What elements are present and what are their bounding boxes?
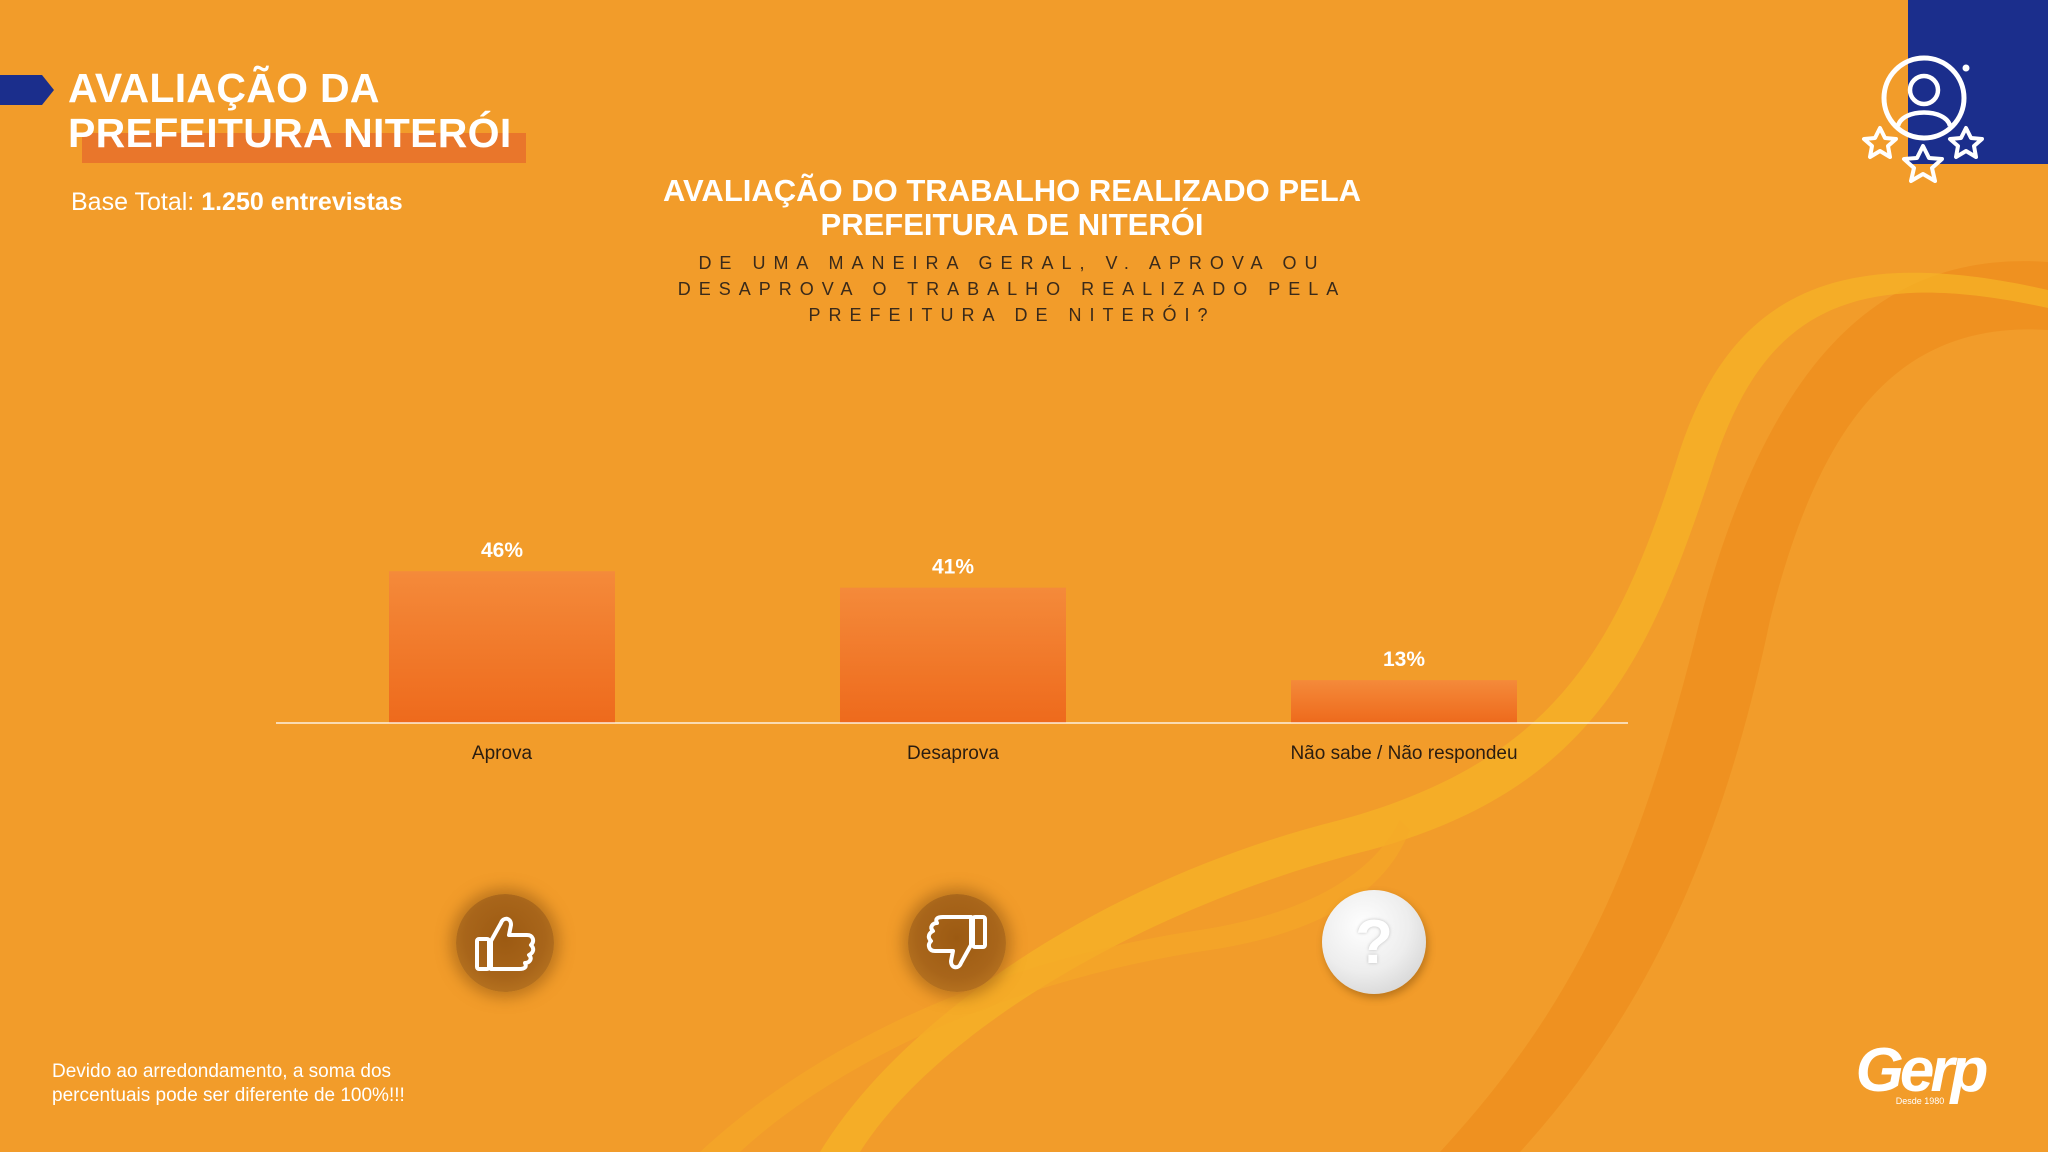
page-title-line2: PREFEITURA NITERÓI (68, 110, 526, 163)
gerp-logo-tagline: Desde 1980 (1895, 1096, 1945, 1106)
chart-question-line: PREFEITURA DE NITERÓI? (808, 305, 1216, 325)
footnote-line2: percentuais pode ser diferente de 100%!!… (52, 1085, 405, 1106)
title-highlight-bar (82, 133, 526, 163)
sample-base-label: Base Total: (71, 188, 202, 216)
bar-n-o-sabe-n-o-respondeu (1291, 680, 1517, 723)
chart-title-line1: AVALIAÇÃO DO TRABALHO REALIZADO PELA (662, 173, 1362, 208)
category-label: Não sabe / Não respondeu (1290, 743, 1517, 764)
bar-aprova (389, 571, 615, 723)
rounding-footnote: Devido ao arredondamento, a soma dos per… (52, 1060, 405, 1108)
section-tab-arrow (0, 75, 54, 105)
thumbs-down-icon (926, 915, 987, 970)
page-title-line1: AVALIAÇÃO DA (68, 65, 380, 111)
chart-title: AVALIAÇÃO DO TRABALHO REALIZADO PELA PRE… (612, 174, 1412, 242)
gerp-logo-word: Gerp (1855, 1036, 1989, 1105)
bar-value-label: 13% (1383, 648, 1425, 671)
bar-value-label: 41% (932, 556, 974, 579)
sample-base-value: 1.250 entrevistas (201, 188, 403, 216)
footnote-line1: Devido ao arredondamento, a soma dos (52, 1061, 392, 1082)
gerp-logo: Gerp Desde 1980 (1850, 1036, 1990, 1107)
sample-base: Base Total: 1.250 entrevistas (71, 188, 403, 217)
thumbs-up-badge (456, 894, 554, 992)
chart-question: DE UMA MANEIRA GERAL, V. APROVA OU DESAP… (672, 250, 1352, 328)
thumbs-down-badge (908, 894, 1006, 992)
chart-title-line2: PREFEITURA DE NITERÓI (820, 207, 1204, 242)
category-label: Desaprova (907, 743, 999, 764)
page-title-line2-text: PREFEITURA NITERÓI (68, 110, 512, 156)
thumbs-up-icon (475, 916, 536, 971)
user-rating-stars-icon (1862, 55, 1984, 183)
category-label: Aprova (472, 743, 533, 764)
page-title: AVALIAÇÃO DA PREFEITURA NITERÓI (68, 65, 526, 163)
chart-question-line: DESAPROVA O TRABALHO REALIZADO PELA (677, 279, 1347, 299)
bar-value-label: 46% (481, 539, 523, 562)
chart-question-line: DE UMA MANEIRA GERAL, V. APROVA OU (698, 253, 1326, 273)
question-mark-icon: ? (1322, 890, 1426, 994)
bar-desaprova (840, 587, 1066, 723)
